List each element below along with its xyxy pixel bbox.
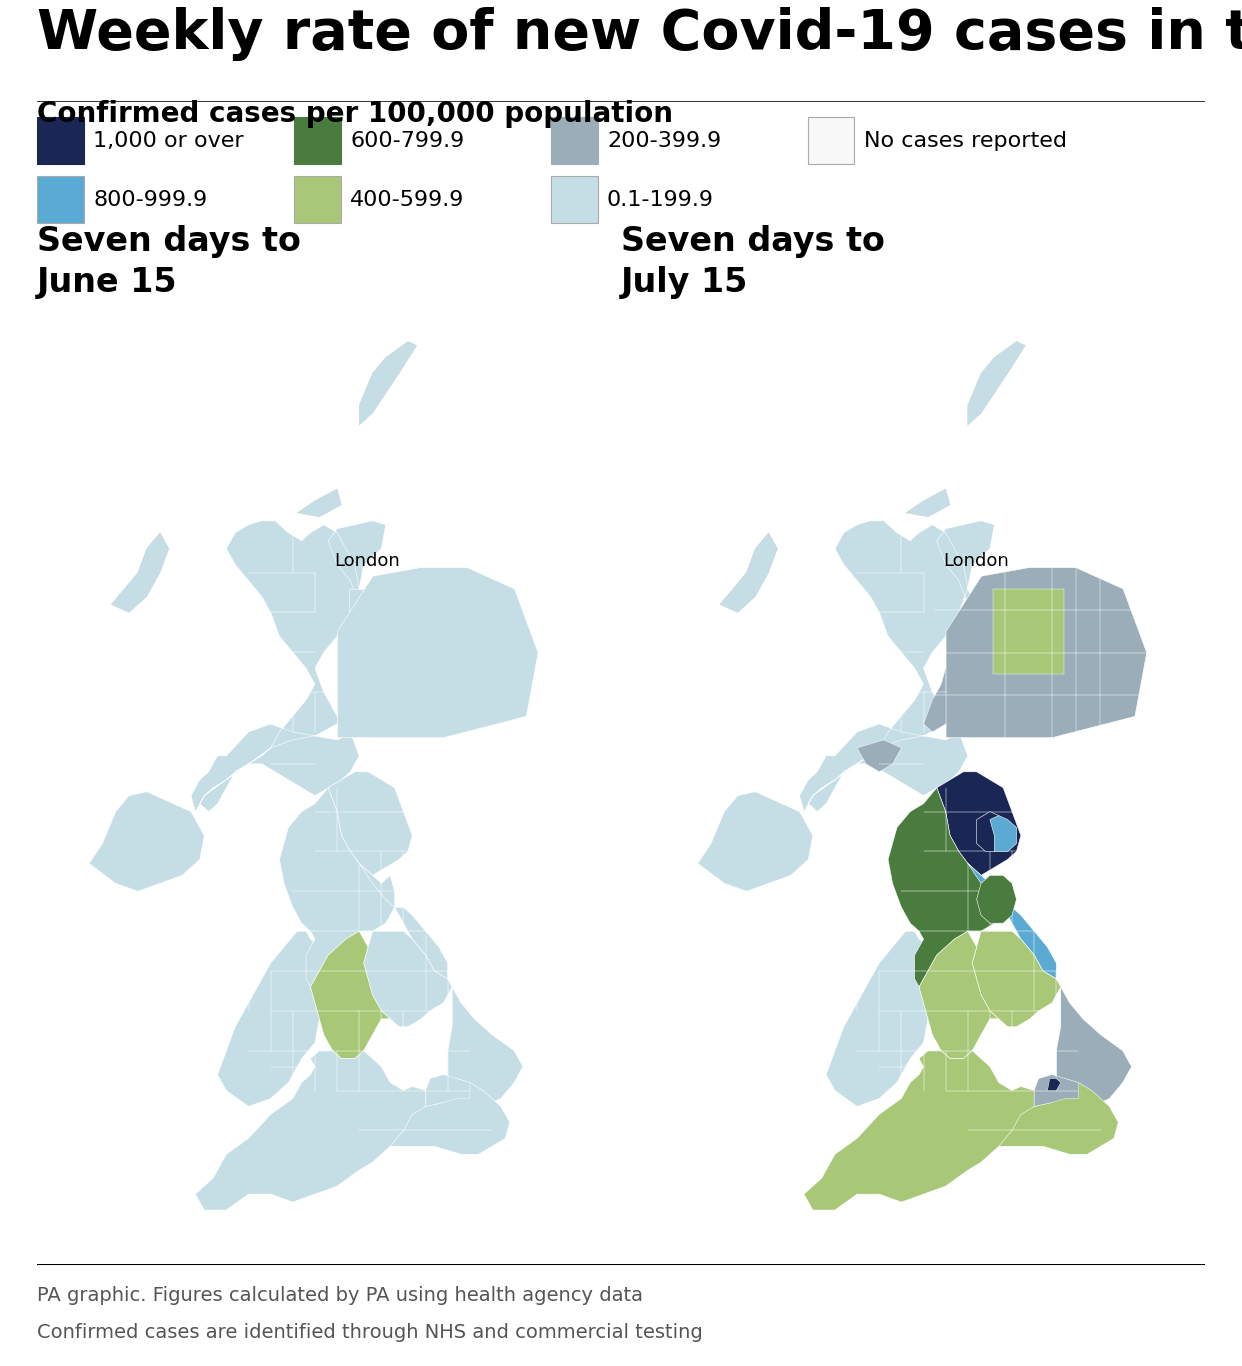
Text: 200-399.9: 200-399.9 <box>607 131 722 150</box>
Polygon shape <box>804 1050 1035 1210</box>
Text: Seven days to
July 15: Seven days to July 15 <box>621 225 884 299</box>
Polygon shape <box>994 589 1064 673</box>
Bar <box>551 117 597 164</box>
Text: London: London <box>943 552 1009 570</box>
Bar <box>37 176 84 223</box>
Bar <box>37 117 84 164</box>
Polygon shape <box>447 988 523 1106</box>
Polygon shape <box>1035 1075 1078 1106</box>
Polygon shape <box>905 489 950 516</box>
Text: PA graphic. Figures calculated by PA using health agency data: PA graphic. Figures calculated by PA usi… <box>37 1287 643 1306</box>
Text: 400-599.9: 400-599.9 <box>350 190 465 209</box>
Polygon shape <box>310 932 390 1059</box>
Text: 0.1-199.9: 0.1-199.9 <box>607 190 714 209</box>
Polygon shape <box>89 792 204 892</box>
Polygon shape <box>972 932 1061 1027</box>
Bar <box>807 117 854 164</box>
Polygon shape <box>976 811 1007 851</box>
Polygon shape <box>349 589 396 653</box>
Text: London: London <box>334 552 400 570</box>
Polygon shape <box>720 533 777 612</box>
Text: 1,000 or over: 1,000 or over <box>93 131 243 150</box>
Text: 800-999.9: 800-999.9 <box>93 190 207 209</box>
Polygon shape <box>968 342 1026 425</box>
Text: No cases reported: No cases reported <box>864 131 1067 150</box>
Polygon shape <box>976 876 1016 923</box>
Polygon shape <box>968 863 1056 979</box>
Polygon shape <box>195 1050 426 1210</box>
Polygon shape <box>328 772 412 876</box>
Polygon shape <box>981 1079 1118 1154</box>
Polygon shape <box>279 788 395 988</box>
Polygon shape <box>349 653 396 716</box>
Polygon shape <box>297 489 342 516</box>
Polygon shape <box>364 932 452 1027</box>
Polygon shape <box>1047 1079 1061 1090</box>
Polygon shape <box>857 740 902 772</box>
Polygon shape <box>924 668 968 732</box>
Polygon shape <box>338 568 538 738</box>
Polygon shape <box>112 533 169 612</box>
Text: 600-799.9: 600-799.9 <box>350 131 465 150</box>
Polygon shape <box>191 520 386 811</box>
Polygon shape <box>936 772 1021 876</box>
Text: Confirmed cases per 100,000 population: Confirmed cases per 100,000 population <box>37 100 673 128</box>
Bar <box>294 117 340 164</box>
Polygon shape <box>467 589 514 653</box>
Polygon shape <box>990 816 1016 851</box>
Bar <box>294 176 340 223</box>
Polygon shape <box>919 932 999 1059</box>
Polygon shape <box>359 342 417 425</box>
Text: Confirmed cases are identified through NHS and commercial testing: Confirmed cases are identified through N… <box>37 1322 703 1341</box>
Polygon shape <box>1056 988 1131 1106</box>
Polygon shape <box>217 932 328 1106</box>
Polygon shape <box>888 788 1004 988</box>
Polygon shape <box>800 520 995 811</box>
Polygon shape <box>373 1079 509 1154</box>
Polygon shape <box>946 568 1146 738</box>
Polygon shape <box>467 653 514 716</box>
Polygon shape <box>426 1075 469 1106</box>
Bar <box>551 176 597 223</box>
Polygon shape <box>826 932 936 1106</box>
Polygon shape <box>396 653 467 716</box>
Polygon shape <box>698 792 812 892</box>
Text: Seven days to
June 15: Seven days to June 15 <box>37 225 301 299</box>
Text: Weekly rate of new Covid-19 cases in the UK: Weekly rate of new Covid-19 cases in the… <box>37 7 1242 61</box>
Polygon shape <box>359 863 447 979</box>
Polygon shape <box>396 589 467 653</box>
